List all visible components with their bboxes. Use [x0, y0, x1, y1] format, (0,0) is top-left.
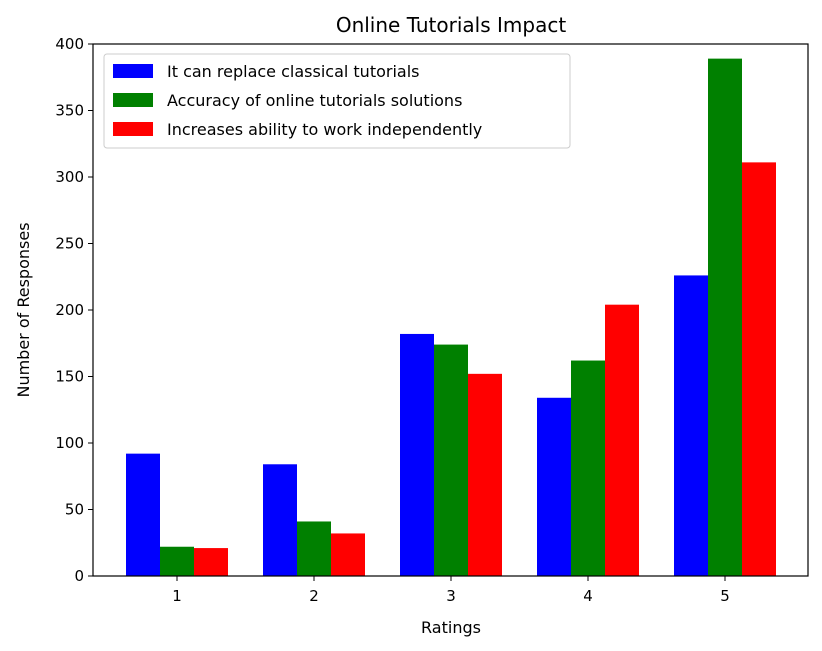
x-tick-label: 3 [446, 587, 456, 605]
x-tick-label: 1 [172, 587, 182, 605]
bar-series-1-rating-4 [537, 397, 571, 576]
y-axis-label: Number of Responses [14, 222, 33, 397]
legend-swatch-series-1 [113, 64, 153, 78]
bar-series-3-rating-4 [605, 304, 639, 576]
y-tick-label: 100 [55, 434, 84, 452]
bar-series-1-rating-3 [400, 333, 434, 576]
bar-series-2-rating-4 [571, 360, 605, 576]
legend-label-series-2: Accuracy of online tutorials solutions [167, 91, 462, 110]
x-tick-label: 4 [583, 587, 593, 605]
legend: It can replace classical tutorials Accura… [103, 53, 571, 149]
bar-series-3-rating-1 [194, 548, 228, 576]
legend-label-series-3: Increases ability to work independently [167, 120, 482, 139]
bar-series-3-rating-5 [742, 162, 776, 576]
bars-group [126, 58, 776, 576]
x-tick-label: 5 [720, 587, 730, 605]
x-axis-ticks: 1 2 3 4 5 [172, 576, 730, 605]
y-tick-label: 150 [55, 368, 84, 386]
bar-series-2-rating-3 [434, 344, 468, 576]
y-axis-ticks: 0 50 100 150 200 250 300 350 400 [55, 35, 93, 585]
x-axis-label: Ratings [421, 618, 481, 637]
legend-frame [103, 53, 571, 149]
bar-series-1-rating-2 [263, 464, 297, 576]
y-tick-label: 50 [65, 501, 84, 519]
y-tick-label: 250 [55, 235, 84, 253]
y-tick-label: 300 [55, 168, 84, 186]
bar-series-1-rating-5 [674, 275, 708, 576]
bar-series-2-rating-2 [297, 521, 331, 576]
chart-title: Online Tutorials Impact [336, 13, 567, 37]
x-tick-label: 2 [309, 587, 319, 605]
bar-series-1-rating-1 [126, 453, 160, 576]
y-tick-label: 350 [55, 102, 84, 120]
legend-label-series-1: It can replace classical tutorials [167, 62, 420, 81]
y-tick-label: 200 [55, 301, 84, 319]
bar-series-3-rating-2 [331, 533, 365, 576]
plot-frame [92, 43, 809, 577]
bar-series-3-rating-3 [468, 373, 502, 576]
bar-series-2-rating-1 [160, 546, 194, 576]
y-tick-label: 400 [55, 35, 84, 53]
legend-swatch-series-3 [113, 122, 153, 136]
bar-series-2-rating-5 [708, 58, 742, 576]
y-tick-label: 0 [74, 567, 84, 585]
legend-swatch-series-2 [113, 93, 153, 107]
